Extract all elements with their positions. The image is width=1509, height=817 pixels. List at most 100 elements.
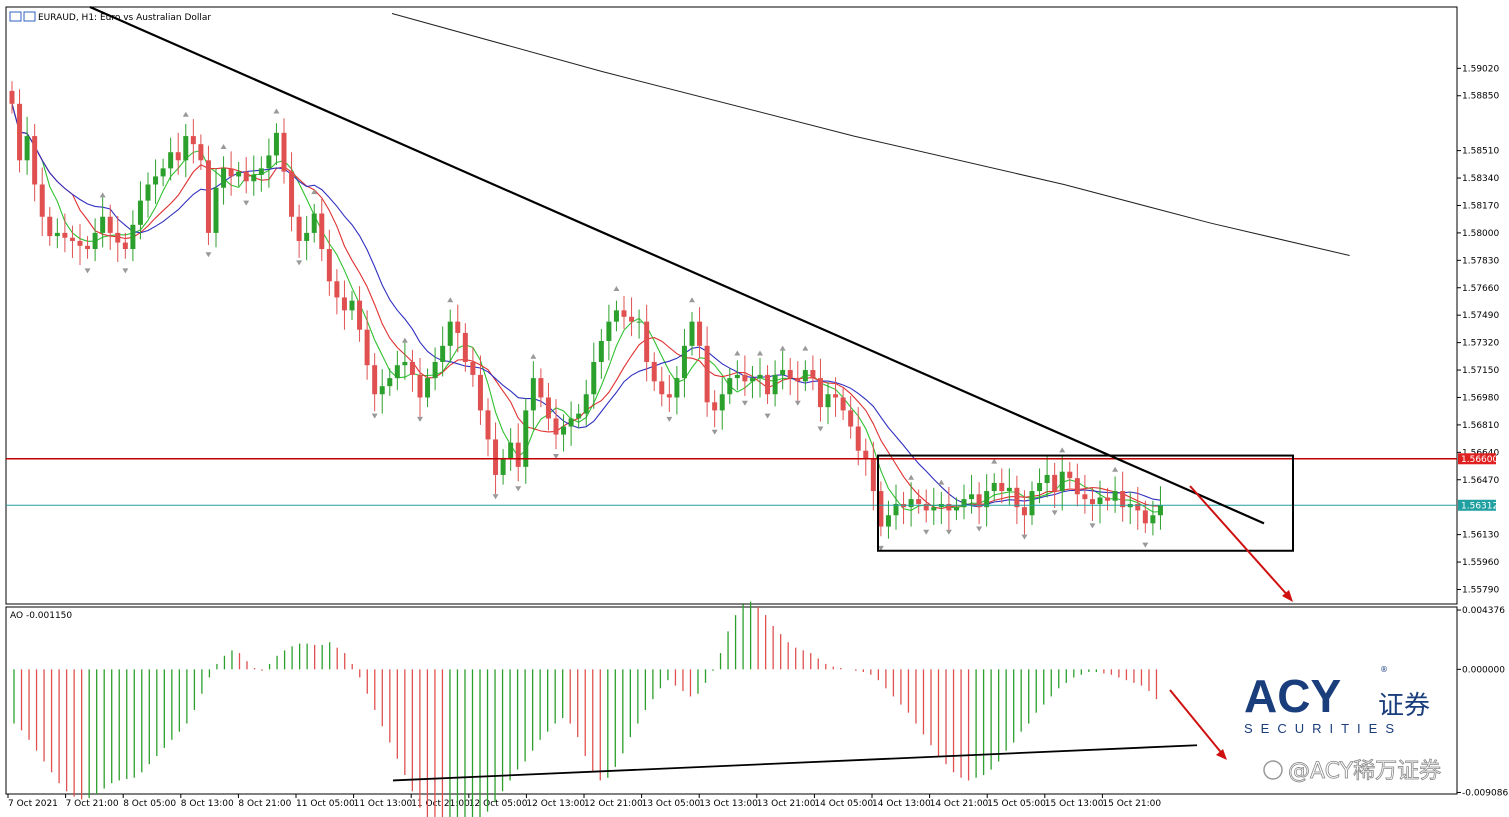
candle-body — [644, 321, 650, 362]
time-tick-label: 7 Oct 2021 — [8, 799, 58, 809]
candle-body — [629, 316, 635, 322]
time-tick-label: 12 Oct 05:00 — [469, 799, 528, 809]
ao-tick-label: 0.000000 — [1462, 665, 1505, 675]
candle-body — [402, 361, 408, 366]
candle-body — [160, 168, 166, 177]
candle-body — [266, 155, 272, 169]
fractal-down-marker — [923, 529, 930, 535]
candle-body — [946, 503, 952, 511]
fractal-up-marker — [1059, 447, 1066, 453]
current-price-text: 1.56312 — [1461, 501, 1498, 511]
candle-body — [666, 394, 672, 398]
candle-body — [69, 237, 75, 241]
candle-body — [953, 507, 959, 511]
candle-body — [364, 329, 370, 366]
candle-body — [1059, 471, 1065, 492]
candle-body — [576, 413, 582, 419]
fractal-down-marker — [666, 416, 673, 422]
descending-trendline — [89, 5, 1265, 525]
candle-body — [674, 378, 680, 398]
ao-trendline — [392, 744, 1198, 782]
candle-body — [17, 103, 23, 161]
fractal-down-marker — [205, 252, 212, 258]
candle-body — [1074, 478, 1080, 495]
fractal-down-marker — [515, 486, 522, 492]
candle-body — [780, 370, 786, 375]
window-icon — [23, 11, 36, 22]
fractal-down-marker — [877, 545, 884, 551]
candle-body — [9, 90, 15, 104]
candle-body — [326, 249, 332, 282]
acy-logo: ACY 证券 SECURITIES ® — [1244, 665, 1430, 736]
candle-body — [825, 394, 831, 408]
fractal-down-marker — [817, 426, 824, 432]
fractal-down-marker — [1089, 523, 1096, 529]
ao-histogram — [13, 601, 1158, 817]
price-tick-label: 1.58510 — [1462, 147, 1499, 157]
fractal-up-marker — [613, 285, 620, 291]
logo-sub: SECURITIES — [1244, 721, 1402, 736]
candle-body — [77, 240, 83, 246]
candle-body — [258, 168, 264, 175]
price-tick-label: 1.56980 — [1462, 393, 1499, 403]
candle-body — [1120, 491, 1126, 508]
candle-body — [1112, 491, 1118, 501]
ao-tick-label: -0.009086 — [1462, 788, 1508, 798]
price-tick-label: 1.56470 — [1462, 476, 1499, 486]
candle-body — [500, 458, 506, 475]
time-tick-label: 12 Oct 13:00 — [526, 799, 585, 809]
fractal-down-marker — [741, 400, 748, 406]
candle-body — [130, 224, 136, 250]
candle-body — [175, 152, 181, 161]
candle-body — [493, 439, 499, 475]
candle-body — [281, 132, 287, 172]
candle-body — [304, 232, 310, 241]
time-tick-label: 13 Oct 05:00 — [642, 799, 701, 809]
candle-body — [583, 394, 589, 414]
fractal-up-marker — [311, 189, 318, 195]
candle-body — [727, 378, 733, 395]
price-tick-label: 1.57320 — [1462, 339, 1499, 349]
candle-body — [1157, 505, 1163, 516]
fractal-up-marker — [779, 345, 786, 351]
candles — [9, 81, 1163, 539]
fractal-up-marker — [689, 297, 695, 303]
candle-body — [349, 300, 355, 311]
price-tick-label: 1.55960 — [1462, 558, 1499, 568]
candle-body — [92, 232, 98, 250]
time-tick-label: 8 Oct 13:00 — [181, 799, 234, 809]
candle-body — [470, 361, 476, 375]
time-tick-label: 11 Oct 21:00 — [411, 799, 470, 809]
candle-body — [697, 321, 703, 346]
candle-body — [636, 321, 642, 323]
candle-body — [969, 494, 975, 500]
candle-body — [561, 426, 567, 435]
candle-body — [100, 216, 106, 233]
candle-body — [878, 491, 884, 527]
candle-body — [1105, 497, 1111, 501]
candle-body — [621, 310, 627, 317]
candle-body — [1014, 487, 1020, 508]
candle-body — [190, 136, 196, 145]
candle-body — [885, 515, 891, 527]
candle-body — [598, 340, 604, 362]
candle-body — [213, 187, 219, 233]
fractal-down-marker — [1051, 510, 1058, 516]
candle-body — [1097, 497, 1103, 504]
candle-body — [1150, 515, 1156, 524]
candle-body — [538, 378, 544, 398]
time-tick-label: 14 Oct 13:00 — [872, 799, 931, 809]
candle-body — [122, 242, 128, 250]
candle-body — [719, 394, 725, 411]
time-tick-label: 15 Oct 21:00 — [1102, 799, 1161, 809]
price-tick-label: 1.57150 — [1462, 366, 1499, 376]
consolidation-box — [877, 454, 1294, 552]
candle-body — [205, 160, 211, 233]
candle-body — [54, 232, 60, 237]
price-tick-label: 1.56130 — [1462, 531, 1499, 541]
candle-body — [991, 482, 997, 492]
candle-body — [228, 168, 234, 177]
weibo-text: @ACY稀万证券 — [1288, 759, 1441, 784]
candle-body — [440, 345, 446, 362]
fractal-down-marker — [296, 260, 303, 266]
